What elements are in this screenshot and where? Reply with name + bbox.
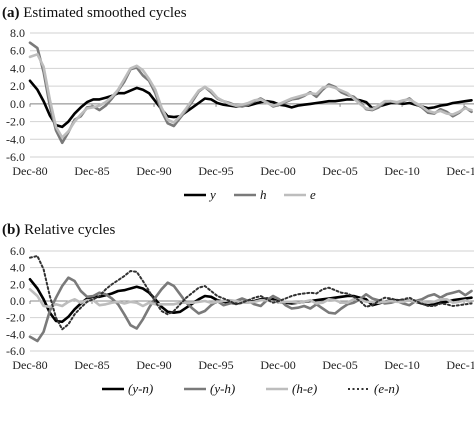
x-tick-label: Dec-05: [322, 358, 357, 372]
y-tick-label: 6.0: [10, 44, 25, 58]
x-tick-label: Dec-15: [446, 358, 474, 372]
y-tick-label: -6.0: [6, 150, 25, 164]
series-line: [28, 276, 473, 343]
x-tick-label: Dec-00: [260, 358, 295, 372]
x-tick-label: Dec-05: [322, 164, 357, 178]
x-tick-label: Dec-95: [198, 358, 233, 372]
x-tick-label: Dec-15: [446, 164, 474, 178]
y-tick-label: -4.0: [6, 132, 25, 146]
series-line: [29, 255, 473, 331]
legend-label: (y-h): [210, 381, 235, 396]
y-tick-label: 0.0: [10, 294, 25, 308]
y-tick-label: 8.0: [10, 26, 25, 40]
y-tick-label: 2.0: [10, 277, 25, 291]
y-tick-label: 4.0: [10, 61, 25, 75]
x-tick-label: Dec-85: [74, 358, 109, 372]
legend-label: y: [208, 187, 216, 202]
y-tick-label: 0.0: [10, 97, 25, 111]
legend-label: (e-n): [374, 381, 399, 396]
x-tick-label: Dec-80: [12, 164, 47, 178]
x-tick-label: Dec-80: [12, 358, 47, 372]
x-tick-label: Dec-90: [136, 358, 171, 372]
x-tick-label: Dec-10: [384, 358, 419, 372]
chart-title-text: Relative cycles: [24, 222, 115, 238]
x-tick-label: Dec-95: [198, 164, 233, 178]
panel-label: (b): [2, 222, 24, 238]
y-tick-label: -4.0: [6, 327, 25, 341]
y-tick-label: -6.0: [6, 344, 25, 358]
legend-label: e: [310, 187, 316, 202]
y-tick-label: -2.0: [6, 115, 25, 129]
series-line: [28, 41, 473, 145]
series-line: [28, 52, 473, 139]
chart-panel-b: (b) Relative cycles 6.0 4.0 2.0 0.0 -2.0 -4.0 -…: [2, 222, 474, 396]
legend-label: h: [260, 187, 267, 202]
legend-label: (h-e): [292, 381, 317, 396]
x-tick-label: Dec-00: [260, 164, 295, 178]
y-tick-label: 4.0: [10, 261, 25, 275]
y-tick-label: 2.0: [10, 79, 25, 93]
panel-label: (a): [2, 5, 23, 21]
y-tick-label: 6.0: [10, 244, 25, 258]
chart-title-text: Estimated smoothed cycles: [23, 5, 186, 21]
x-tick-label: Dec-85: [74, 164, 109, 178]
chart-panel-a: (a) Estimated smoothed cycles 8.0 6.0 4.0 2.…: [2, 5, 474, 202]
series-line: [28, 287, 473, 309]
chart-title: (b) Relative cycles: [2, 222, 115, 238]
y-tick-label: -2.0: [6, 311, 25, 325]
legend-label: (y-n): [128, 381, 153, 396]
chart-title: (a) Estimated smoothed cycles: [2, 5, 187, 21]
x-tick-label: Dec-90: [136, 164, 171, 178]
x-tick-label: Dec-10: [384, 164, 419, 178]
